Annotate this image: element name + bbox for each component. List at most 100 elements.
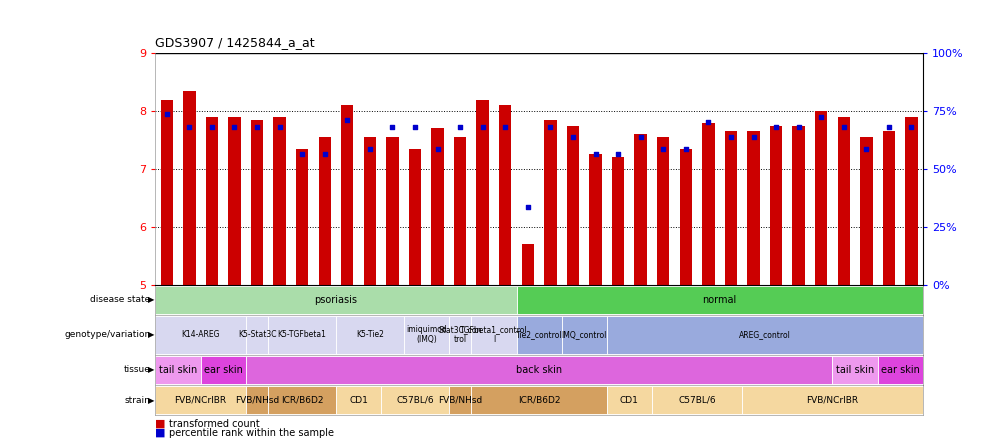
Text: TGFbeta1_control
l: TGFbeta1_control l <box>460 325 527 344</box>
FancyBboxPatch shape <box>449 316 471 353</box>
Bar <box>589 155 601 285</box>
Text: ICR/B6D2: ICR/B6D2 <box>517 396 560 404</box>
Bar <box>205 117 217 285</box>
Point <box>474 124 490 131</box>
Bar <box>746 131 759 285</box>
Bar <box>770 126 782 285</box>
FancyBboxPatch shape <box>336 316 403 353</box>
Point <box>181 124 197 131</box>
FancyBboxPatch shape <box>245 356 832 384</box>
FancyBboxPatch shape <box>200 356 245 384</box>
Bar <box>860 137 872 285</box>
Text: GDS3907 / 1425844_a_at: GDS3907 / 1425844_a_at <box>155 36 315 49</box>
Point <box>362 145 378 152</box>
Point <box>452 124 468 131</box>
Text: ■: ■ <box>155 428 165 438</box>
Text: FVB/NHsd: FVB/NHsd <box>234 396 279 404</box>
Text: FVB/NCrIBR: FVB/NCrIBR <box>806 396 858 404</box>
Bar <box>319 137 331 285</box>
Bar <box>431 128 443 285</box>
Text: normal: normal <box>701 295 736 305</box>
Text: CD1: CD1 <box>349 396 368 404</box>
Text: ▶: ▶ <box>148 365 154 374</box>
Text: ICR/B6D2: ICR/B6D2 <box>281 396 323 404</box>
FancyBboxPatch shape <box>155 386 245 414</box>
Point <box>497 124 513 131</box>
FancyBboxPatch shape <box>606 386 651 414</box>
Bar <box>837 117 849 285</box>
Bar <box>905 117 917 285</box>
Bar <box>499 105 511 285</box>
Bar <box>341 105 353 285</box>
Bar <box>296 149 308 285</box>
Bar <box>882 131 894 285</box>
Point <box>542 124 558 131</box>
Bar <box>611 157 623 285</box>
Point <box>248 124 265 131</box>
Text: genotype/variation: genotype/variation <box>64 330 150 339</box>
FancyBboxPatch shape <box>245 386 269 414</box>
Point <box>317 151 333 158</box>
FancyBboxPatch shape <box>155 285 516 314</box>
Text: tissue: tissue <box>123 365 150 374</box>
Point <box>519 203 535 210</box>
Bar <box>386 137 398 285</box>
Point <box>722 134 738 141</box>
Bar <box>679 149 691 285</box>
Bar <box>521 244 533 285</box>
Bar <box>228 117 240 285</box>
Bar <box>724 131 736 285</box>
Text: FVB/NCrIBR: FVB/NCrIBR <box>174 396 226 404</box>
Bar <box>566 126 578 285</box>
Bar <box>792 126 804 285</box>
Text: ear skin: ear skin <box>203 365 242 375</box>
Point <box>587 151 603 158</box>
Bar <box>274 117 286 285</box>
Text: strain: strain <box>124 396 150 404</box>
FancyBboxPatch shape <box>269 386 336 414</box>
Point <box>654 145 670 152</box>
FancyBboxPatch shape <box>403 316 449 353</box>
Point <box>203 124 219 131</box>
FancyBboxPatch shape <box>651 386 741 414</box>
Text: K5-Stat3C: K5-Stat3C <box>237 330 276 339</box>
FancyBboxPatch shape <box>606 316 922 353</box>
Point <box>744 134 761 141</box>
Text: ■: ■ <box>155 419 165 429</box>
Point <box>158 111 174 118</box>
FancyBboxPatch shape <box>381 386 449 414</box>
FancyBboxPatch shape <box>471 316 516 353</box>
FancyBboxPatch shape <box>471 386 606 414</box>
Bar <box>656 137 668 285</box>
FancyBboxPatch shape <box>245 316 269 353</box>
Text: Stat3C_con
trol: Stat3C_con trol <box>438 325 481 344</box>
Bar <box>454 137 466 285</box>
FancyBboxPatch shape <box>516 285 922 314</box>
Point <box>699 118 715 125</box>
Text: ear skin: ear skin <box>880 365 919 375</box>
Text: imiquimod
(IMQ): imiquimod (IMQ) <box>406 325 446 344</box>
Point <box>272 124 288 131</box>
Text: AREG_control: AREG_control <box>738 330 790 339</box>
Text: percentile rank within the sample: percentile rank within the sample <box>168 428 334 438</box>
Point <box>564 134 580 141</box>
FancyBboxPatch shape <box>832 356 877 384</box>
Text: psoriasis: psoriasis <box>315 295 357 305</box>
Bar <box>476 99 488 285</box>
FancyBboxPatch shape <box>155 356 200 384</box>
Point <box>226 124 242 131</box>
Text: Tie2_control: Tie2_control <box>515 330 562 339</box>
Point <box>294 151 310 158</box>
Point <box>407 124 423 131</box>
Point <box>835 124 851 131</box>
Bar <box>364 137 376 285</box>
Point <box>339 116 355 123</box>
FancyBboxPatch shape <box>449 386 471 414</box>
Point <box>903 124 919 131</box>
Text: CD1: CD1 <box>619 396 638 404</box>
Text: transformed count: transformed count <box>168 419 259 429</box>
Text: ▶: ▶ <box>148 295 154 304</box>
Text: C57BL/6: C57BL/6 <box>396 396 434 404</box>
Bar <box>160 99 172 285</box>
Text: ▶: ▶ <box>148 330 154 339</box>
